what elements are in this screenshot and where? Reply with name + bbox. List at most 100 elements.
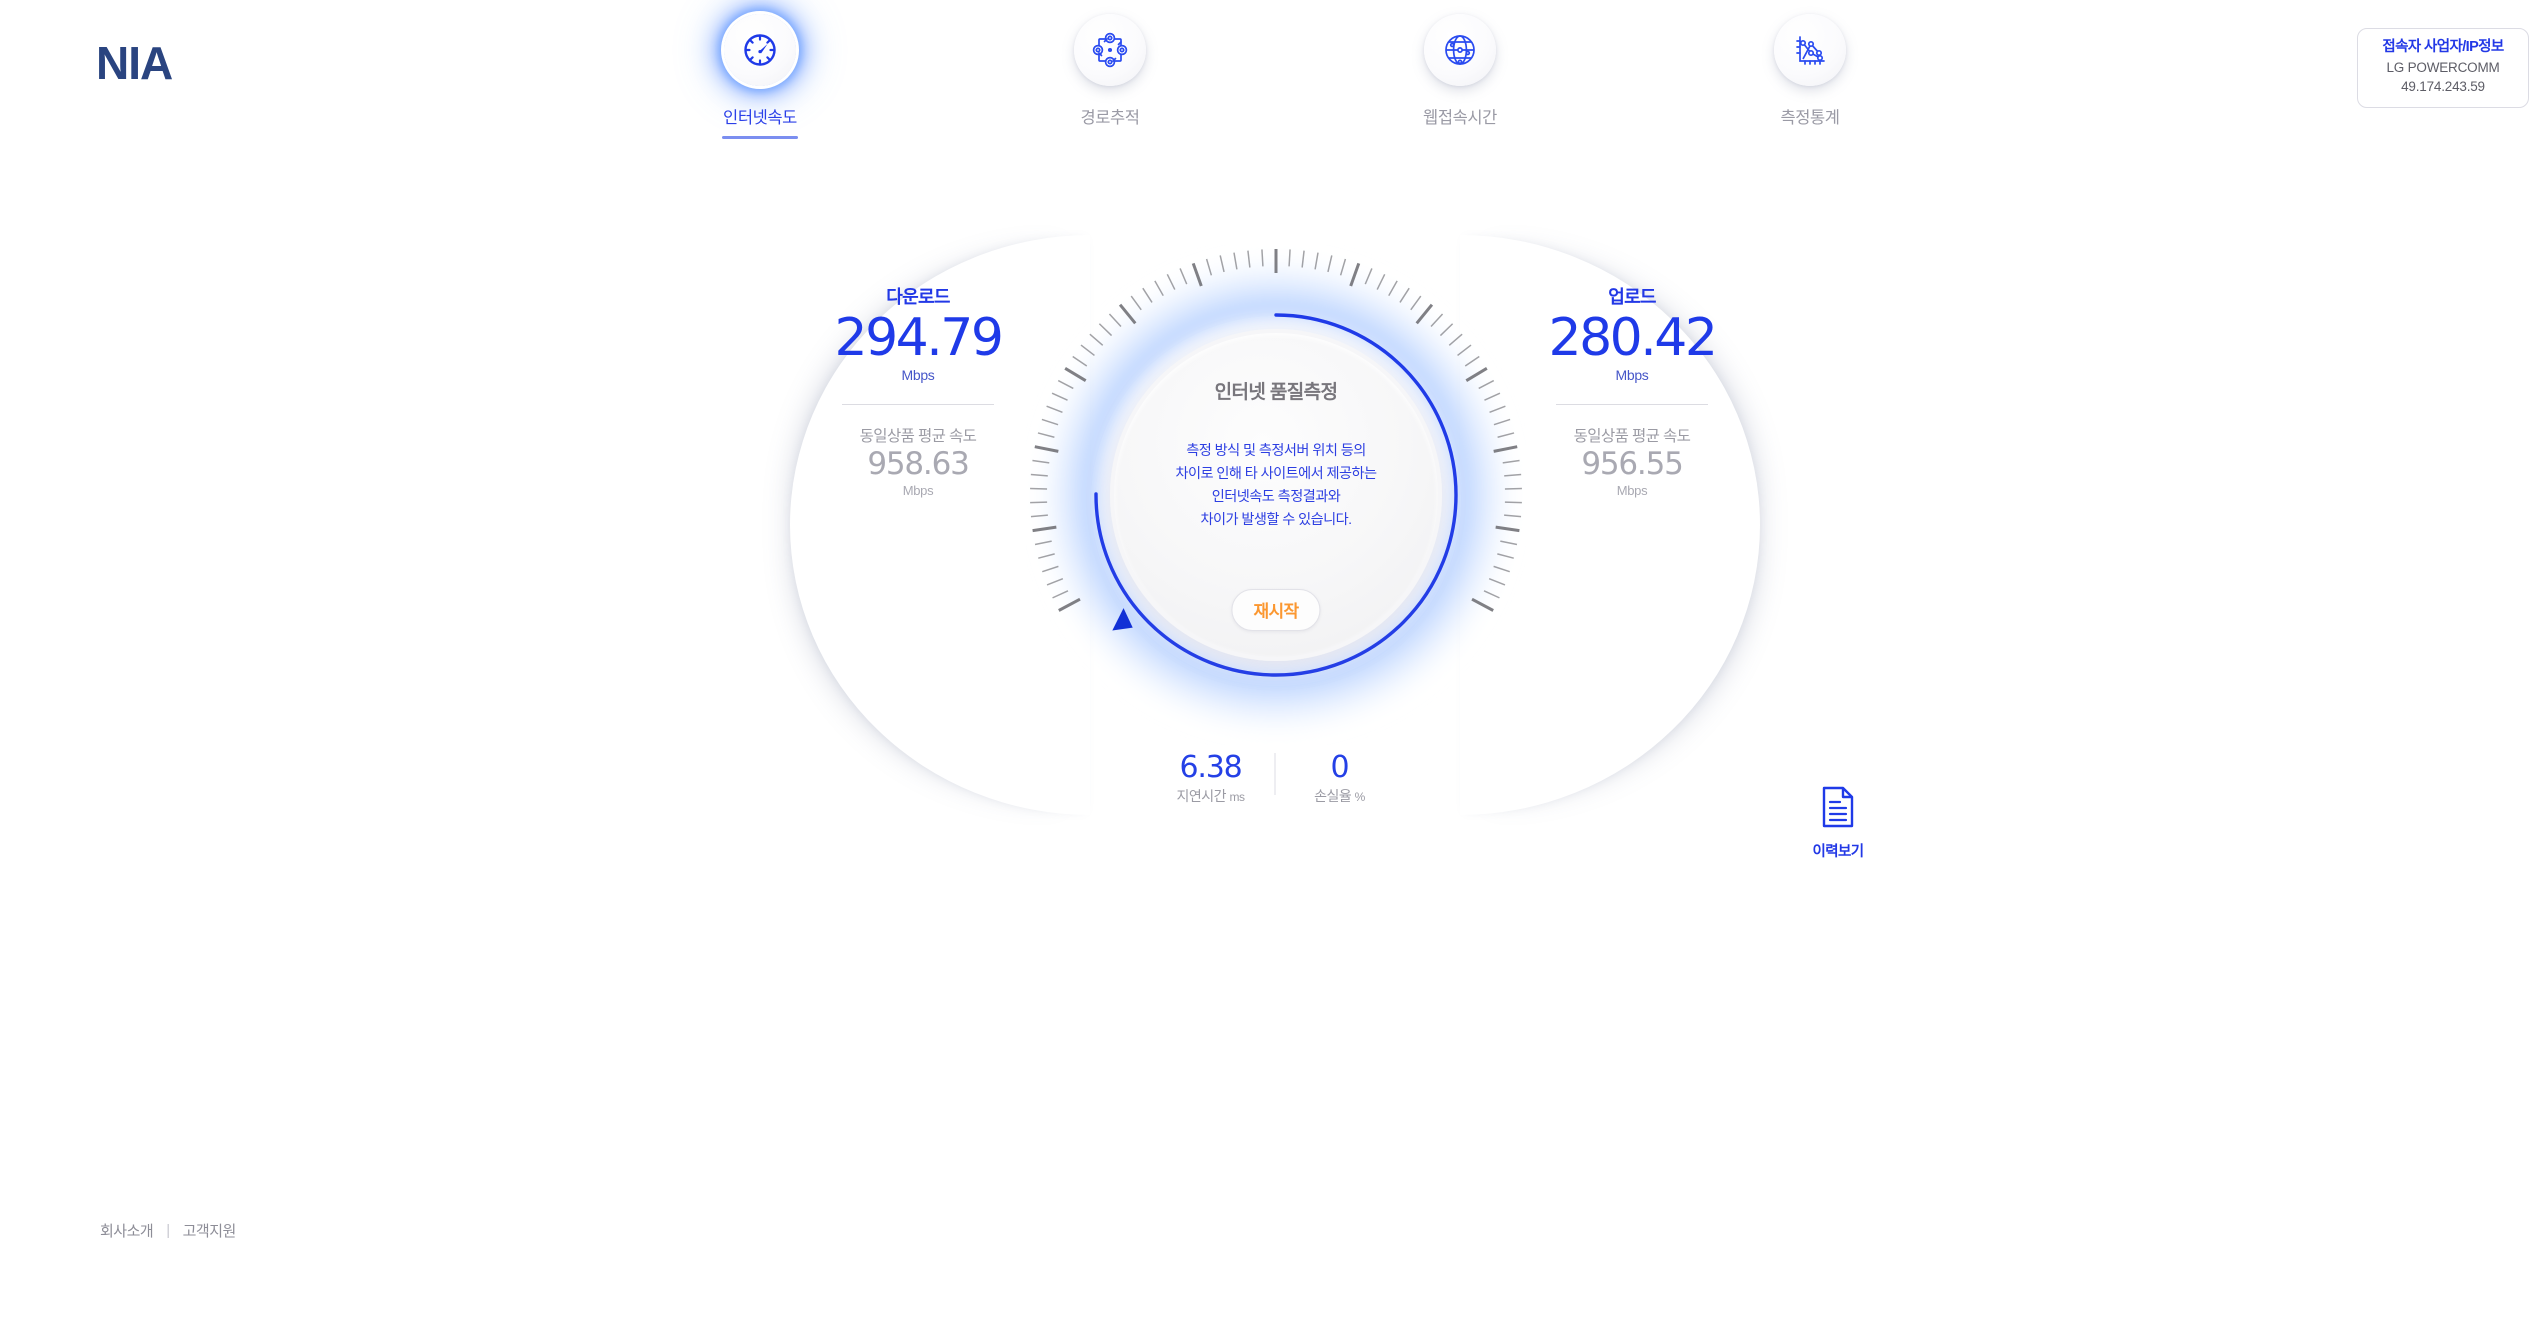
history-label: 이력보기 [1812, 844, 1865, 860]
download-divider [842, 403, 994, 405]
gauge-title: 인터넷 품질측정 [1214, 382, 1338, 403]
gauge-tick [1233, 252, 1238, 270]
footer-link-about[interactable]: 회사소개 [100, 1223, 154, 1240]
packet-loss-label: 손실율 % [1276, 786, 1404, 806]
upload-average-value: 956.55 [1581, 445, 1683, 482]
gauge-tick [1205, 258, 1213, 276]
gauge-tick [1118, 303, 1137, 325]
gauge-tick [1034, 445, 1059, 453]
packet-loss-unit: % [1354, 790, 1366, 804]
nav-item-route-trace[interactable]: 경로추적 [1010, 14, 1210, 139]
gauge-tick [1130, 295, 1142, 311]
gauge-tick [1052, 590, 1069, 599]
bottom-metrics: 6.38 지연시간 ms 0 손실율 % [1147, 751, 1404, 806]
gauge-tick [1030, 501, 1048, 504]
nav-item-statistics[interactable]: 측정통계 [1710, 14, 1910, 139]
nav-label-route-trace: 경로추적 [1080, 109, 1140, 127]
gauge-tick [1327, 255, 1333, 273]
gauge-tick [1037, 432, 1055, 438]
gauge-tick [1089, 333, 1104, 346]
footer: 회사소개 | 고객지원 [100, 1220, 236, 1241]
nav-active-underline [722, 136, 798, 139]
download-value: 294.79 [834, 308, 1004, 368]
gauge-tick [1471, 597, 1494, 612]
gauge-tick [1261, 249, 1264, 267]
gauge-tick [1483, 590, 1500, 599]
gauge-tick [1142, 287, 1153, 303]
gauge-tick [1314, 252, 1319, 270]
gauge-tick [1179, 268, 1188, 285]
connection-info-box: 접속자 사업자/IP정보 LG POWERCOMM 49.174.243.59 [2357, 28, 2529, 108]
download-unit: Mbps [901, 366, 935, 383]
gauge-tick [1032, 459, 1050, 464]
nav-label-internet-speed: 인터넷속도 [723, 109, 797, 127]
gauge-tick [1493, 565, 1510, 573]
gauge-tick [1041, 418, 1059, 426]
gauge-tick [1064, 367, 1087, 382]
packet-loss-label-text: 손실율 [1314, 788, 1352, 804]
gauge-tick [1166, 273, 1176, 290]
download-label: 다운로드 [886, 287, 950, 307]
nav-item-internet-speed[interactable]: 인터넷속도 [660, 14, 860, 139]
restart-button[interactable]: 재시작 [1231, 589, 1321, 631]
history-link[interactable]: 이력보기 [1793, 786, 1883, 861]
gauge-tick [1497, 432, 1515, 438]
upload-unit: Mbps [1615, 366, 1649, 383]
gauge-tick [1191, 262, 1203, 287]
footer-link-support[interactable]: 고객지원 [182, 1223, 237, 1240]
gauge-tick [1098, 323, 1113, 337]
connection-isp: LG POWERCOMM [2386, 59, 2500, 75]
gauge-note-line-3: 인터넷속도 측정결과와 [1211, 489, 1341, 505]
gauge-note: 측정 방식 및 측정서버 위치 등의 차이로 인해 타 사이트에서 제공하는 인… [1175, 440, 1377, 532]
route-trace-icon [1074, 14, 1146, 86]
nav-item-web-access-time[interactable]: 웹접속시간 [1360, 14, 1560, 139]
latency-label-text: 지연시간 [1176, 788, 1227, 804]
packet-loss-metric: 0 손실율 % [1276, 751, 1404, 806]
statistics-chart-icon [1774, 14, 1846, 86]
download-average-label: 동일상품 평균 속도 [859, 427, 977, 445]
gauge-tick [1430, 313, 1444, 327]
upload-value: 280.42 [1548, 308, 1718, 368]
gauge-tick [1484, 392, 1501, 401]
connection-info-title: 접속자 사업자/IP정보 [2382, 39, 2504, 55]
gauge-tick [1504, 514, 1522, 518]
upload-average-label: 동일상품 평균 속도 [1573, 427, 1691, 445]
latency-value: 6.38 [1179, 750, 1243, 785]
gauge-tick [1415, 303, 1434, 325]
gauge-tick [1057, 379, 1074, 390]
document-icon [1822, 786, 1854, 828]
speedtest-stage: 다운로드 294.79 Mbps 동일상품 평균 속도 958.63 Mbps … [790, 235, 1760, 815]
gauge-tick [1046, 405, 1063, 414]
gauge-tick [1042, 565, 1059, 573]
gauge-tick [1032, 525, 1057, 533]
upload-average-unit: Mbps [1616, 482, 1648, 498]
download-average-unit: Mbps [902, 482, 934, 498]
gauge-tick [1030, 473, 1048, 477]
gauge-tick [1493, 418, 1511, 426]
gauge-tick [1500, 540, 1518, 546]
upload-divider [1556, 403, 1708, 405]
gauge-tick [1464, 355, 1480, 367]
latency-unit: ms [1229, 790, 1245, 804]
gauge-tick [1457, 344, 1472, 357]
gauge-tick [1495, 525, 1520, 533]
gauge-tick [1376, 273, 1386, 290]
gauge-tick [1339, 258, 1347, 276]
gauge-tick [1489, 405, 1506, 414]
download-average-value: 958.63 [867, 445, 969, 482]
nav-label-statistics: 측정통계 [1780, 109, 1840, 127]
gauge-tick [1349, 262, 1361, 287]
gauge-note-line-1: 측정 방식 및 측정서버 위치 등의 [1186, 443, 1366, 459]
packet-loss-value: 0 [1330, 750, 1350, 785]
speedometer-icon [724, 14, 796, 86]
gauge-tick [1504, 501, 1522, 504]
nia-logo[interactable]: NIA [96, 37, 173, 89]
gauge-tick [1072, 355, 1088, 367]
gauge-tick [1478, 379, 1495, 390]
latency-label: 지연시간 ms [1147, 786, 1275, 806]
gauge-tick [1504, 473, 1522, 477]
gauge-tick [1288, 249, 1291, 267]
gauge-tick [1038, 553, 1055, 559]
gauge-tick [1108, 313, 1122, 327]
